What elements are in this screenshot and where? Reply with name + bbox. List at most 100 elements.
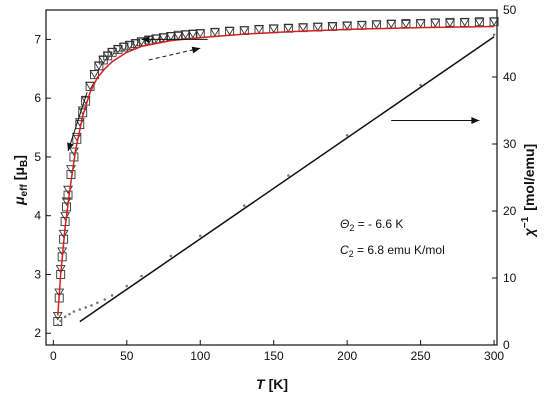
x-axis-label: T [K] — [256, 376, 288, 392]
data-point-triangle — [63, 185, 74, 195]
x-axis: 0 50 100 150 200 250 300 — [50, 340, 504, 363]
arrow-shaft — [148, 47, 201, 61]
data-point-triangle — [107, 48, 118, 57]
data-point-triangle — [268, 24, 279, 34]
x-tick-label: 200 — [337, 349, 357, 363]
series-1-triangle-down — [52, 17, 500, 321]
data-point-triangle — [130, 39, 141, 48]
data-point-dot — [63, 315, 67, 319]
data-point-triangle — [224, 27, 235, 36]
data-point-triangle — [57, 247, 68, 256]
data-point-triangle — [209, 28, 220, 37]
right-y-tick-label: 10 — [503, 271, 517, 285]
data-point-triangle — [98, 55, 109, 65]
data-point-triangle — [93, 61, 104, 71]
series-0-square — [53, 17, 499, 326]
data-point-triangle — [327, 22, 338, 31]
data-point-dot — [287, 174, 290, 177]
series-2-line — [57, 25, 495, 316]
data-point-triangle — [89, 70, 100, 79]
data-point-triangle — [151, 34, 162, 44]
data-point-triangle — [58, 229, 69, 239]
data-point-triangle — [459, 18, 470, 27]
left-axis-label: μeff[μB] — [11, 155, 30, 206]
data-point-triangle — [65, 165, 76, 174]
data-point-dot — [169, 254, 173, 258]
data-point-triangle — [356, 21, 367, 30]
data-point-triangle — [430, 18, 441, 28]
arrow-head — [191, 46, 201, 54]
data-point-triangle — [68, 147, 79, 156]
data-point-triangle — [180, 30, 191, 39]
arrow-left — [141, 35, 208, 43]
arrow-head — [471, 117, 480, 125]
data-point-triangle — [489, 17, 500, 27]
data-point-triangle — [386, 20, 397, 29]
x-tick-label: 150 — [264, 349, 284, 363]
data-point-triangle — [102, 51, 113, 61]
left-y-tick-label: 6 — [34, 91, 41, 105]
data-point-triangle — [136, 37, 147, 47]
data-point-triangle — [312, 23, 323, 32]
data-point-dot — [78, 308, 82, 311]
right-y-tick-label: 40 — [503, 70, 517, 84]
data-point-triangle — [371, 20, 382, 29]
left-y-tick-label: 2 — [34, 326, 41, 340]
arrow-head — [67, 142, 74, 152]
data-point-dot — [96, 301, 99, 305]
data-point-dot — [90, 304, 93, 307]
x-tick-label: 50 — [120, 349, 134, 363]
left-y-tick-label: 7 — [34, 32, 41, 46]
series-4-line — [79, 36, 495, 323]
right-y-tick-label: 50 — [503, 3, 517, 17]
data-point-triangle — [60, 212, 71, 221]
left-y-tick-label: 4 — [34, 209, 41, 223]
data-point-triangle — [112, 45, 123, 54]
data-point-triangle — [124, 41, 135, 50]
data-point-dot — [243, 204, 246, 207]
series-layer — [52, 17, 500, 327]
data-point-triangle — [474, 18, 485, 27]
arrow-down — [67, 92, 88, 152]
arrow-shaft — [67, 92, 88, 152]
data-point-dot — [103, 298, 107, 301]
plot-frame — [45, 9, 498, 346]
data-point-triangle — [415, 19, 426, 28]
data-point-triangle — [298, 23, 309, 32]
left-y-tick-label: 3 — [34, 267, 41, 281]
series-line — [79, 36, 495, 323]
right-y-tick-label: 20 — [503, 204, 517, 218]
data-point-dot — [84, 306, 87, 309]
data-point-triangle — [55, 265, 66, 274]
data-point-dot — [59, 319, 62, 323]
x-tick-label: 250 — [411, 349, 431, 363]
data-point-dot — [140, 274, 143, 278]
data-point-triangle — [187, 30, 198, 39]
data-point-dot — [72, 310, 76, 313]
data-point-triangle — [400, 20, 411, 29]
data-point-triangle — [158, 33, 169, 42]
series-3-dot — [56, 33, 496, 327]
right-axis-label: χ−1[mol/emu] — [520, 144, 537, 238]
left-y-tick-label: 5 — [34, 150, 41, 164]
x-tick-label: 300 — [484, 349, 504, 363]
x-tick-label: 0 — [50, 349, 57, 363]
data-point-triangle — [342, 21, 353, 31]
data-point-triangle — [173, 31, 184, 41]
data-point-triangle — [195, 29, 206, 38]
arrow-layer — [67, 35, 480, 152]
data-point-triangle — [118, 42, 129, 52]
data-point-dot — [110, 294, 114, 297]
annotation-theta: Θ2 = - 6.6 K — [340, 217, 403, 233]
data-point-dot — [419, 83, 422, 87]
data-point-triangle — [239, 26, 250, 35]
arrow-right — [148, 46, 201, 61]
data-point-triangle — [444, 18, 455, 28]
data-point-dot — [345, 133, 349, 137]
data-point-dot — [492, 33, 496, 37]
annotation-curie-constant: C2 = 6.8 emu K/mol — [340, 243, 445, 259]
right-y-tick-label: 30 — [503, 137, 517, 151]
data-point-dot — [68, 312, 71, 316]
series-line — [57, 25, 495, 316]
